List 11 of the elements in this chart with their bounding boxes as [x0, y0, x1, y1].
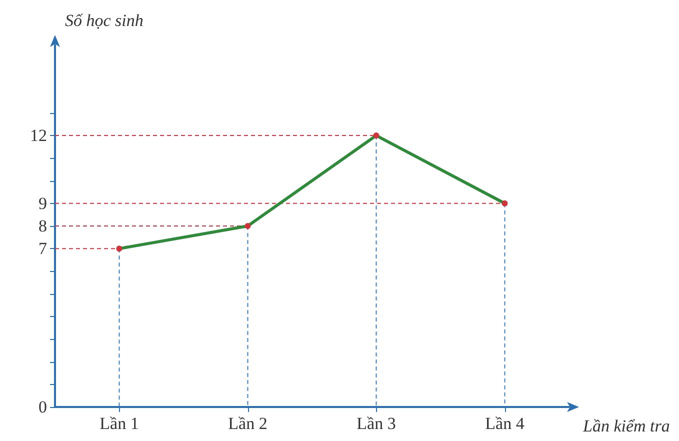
x-tick-label: Lần 4 [485, 414, 525, 433]
x-tick-label: Lần 1 [100, 414, 139, 433]
y-tick-label: 12 [30, 126, 47, 145]
y-axis-title: Số học sinh [65, 11, 144, 30]
y-tick-label: 7 [38, 239, 48, 258]
y-tick-label: 9 [38, 194, 47, 213]
y-tick-label: 8 [38, 216, 47, 236]
x-axis-title: Lần kiểm tra [582, 416, 670, 436]
x-tick-label: Lần 2 [228, 414, 268, 433]
x-tick-label: Lần 3 [356, 414, 396, 433]
y-tick-label: 0 [38, 398, 47, 416]
